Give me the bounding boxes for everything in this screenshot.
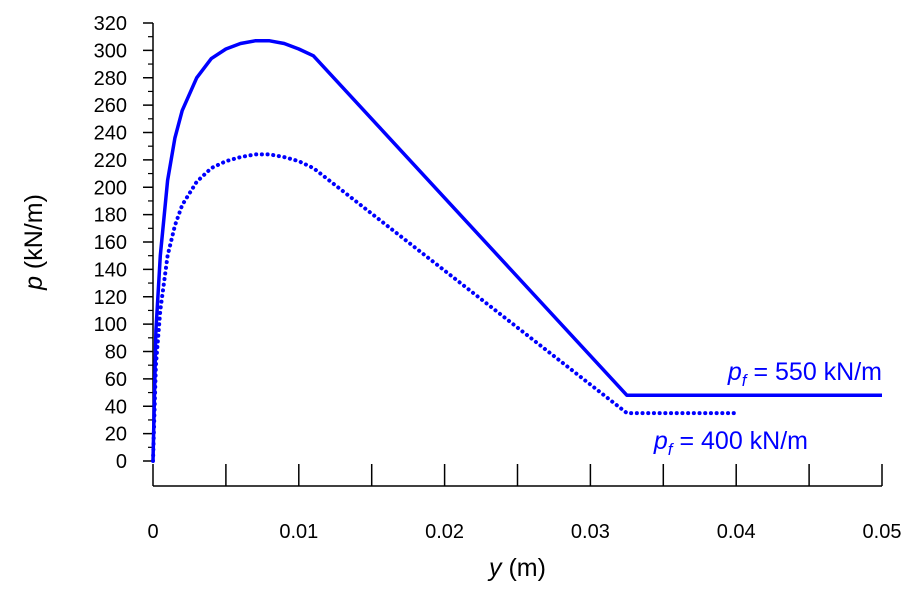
y-axis-variable: p (20, 276, 48, 291)
x-axis-variable: y (487, 554, 503, 582)
y-tick-label: 0 (116, 451, 127, 473)
x-axis-ticks: 0 0.01 0.02 0.03 0.04 0.05 (147, 464, 901, 543)
x-tick-label: 0.01 (279, 521, 318, 543)
y-tick-label: 40 (105, 396, 127, 418)
y-tick-label: 320 (94, 13, 127, 35)
x-tick-label: 0 (147, 521, 158, 543)
annotation-variable: p (727, 358, 742, 386)
y-tick-label: 160 (94, 232, 127, 254)
y-tick-label: 200 (94, 177, 127, 199)
y-axis-ticks: 0 20 40 60 80 100 120 140 160 180 200 220 240 260 280 3… (94, 13, 153, 473)
series-annotation-400: pf = 400 kN/m (653, 427, 808, 459)
series-line-1 (151, 152, 739, 463)
annotation-text: = 400 kN/m (673, 427, 808, 455)
series-annotation-550: pf = 550 kN/m (727, 358, 882, 390)
x-tick-label: 0.03 (571, 521, 610, 543)
x-axis-unit: (m) (502, 554, 546, 582)
y-tick-label: 80 (105, 342, 127, 364)
x-tick-label: 0.02 (425, 521, 464, 543)
y-axis-title: p (kN/m) (20, 194, 48, 291)
y-tick-label: 240 (94, 123, 127, 145)
series-line-0 (151, 39, 882, 462)
series-layer (151, 39, 882, 463)
annotation-variable: p (653, 427, 668, 455)
y-tick-label: 300 (94, 40, 127, 62)
y-tick-label: 120 (94, 287, 127, 309)
y-tick-label: 260 (94, 95, 127, 117)
y-tick-label: 220 (94, 150, 127, 172)
annotation-text: = 550 kN/m (747, 358, 882, 386)
y-tick-label: 20 (105, 424, 127, 446)
x-axis-title: y (m) (487, 554, 546, 582)
y-tick-label: 280 (94, 68, 127, 90)
y-axis-unit: (kN/m) (20, 194, 48, 276)
axes: 0 20 40 60 80 100 120 140 160 180 200 220 240 260 280 3… (94, 13, 902, 543)
y-tick-label: 100 (94, 314, 127, 336)
annotation-subscript: f (668, 440, 675, 459)
x-tick-label: 0.04 (717, 521, 756, 543)
x-tick-label: 0.05 (863, 521, 902, 543)
y-tick-label: 60 (105, 369, 127, 391)
y-tick-label: 140 (94, 259, 127, 281)
y-tick-label: 180 (94, 205, 127, 227)
annotation-subscript: f (742, 371, 749, 390)
